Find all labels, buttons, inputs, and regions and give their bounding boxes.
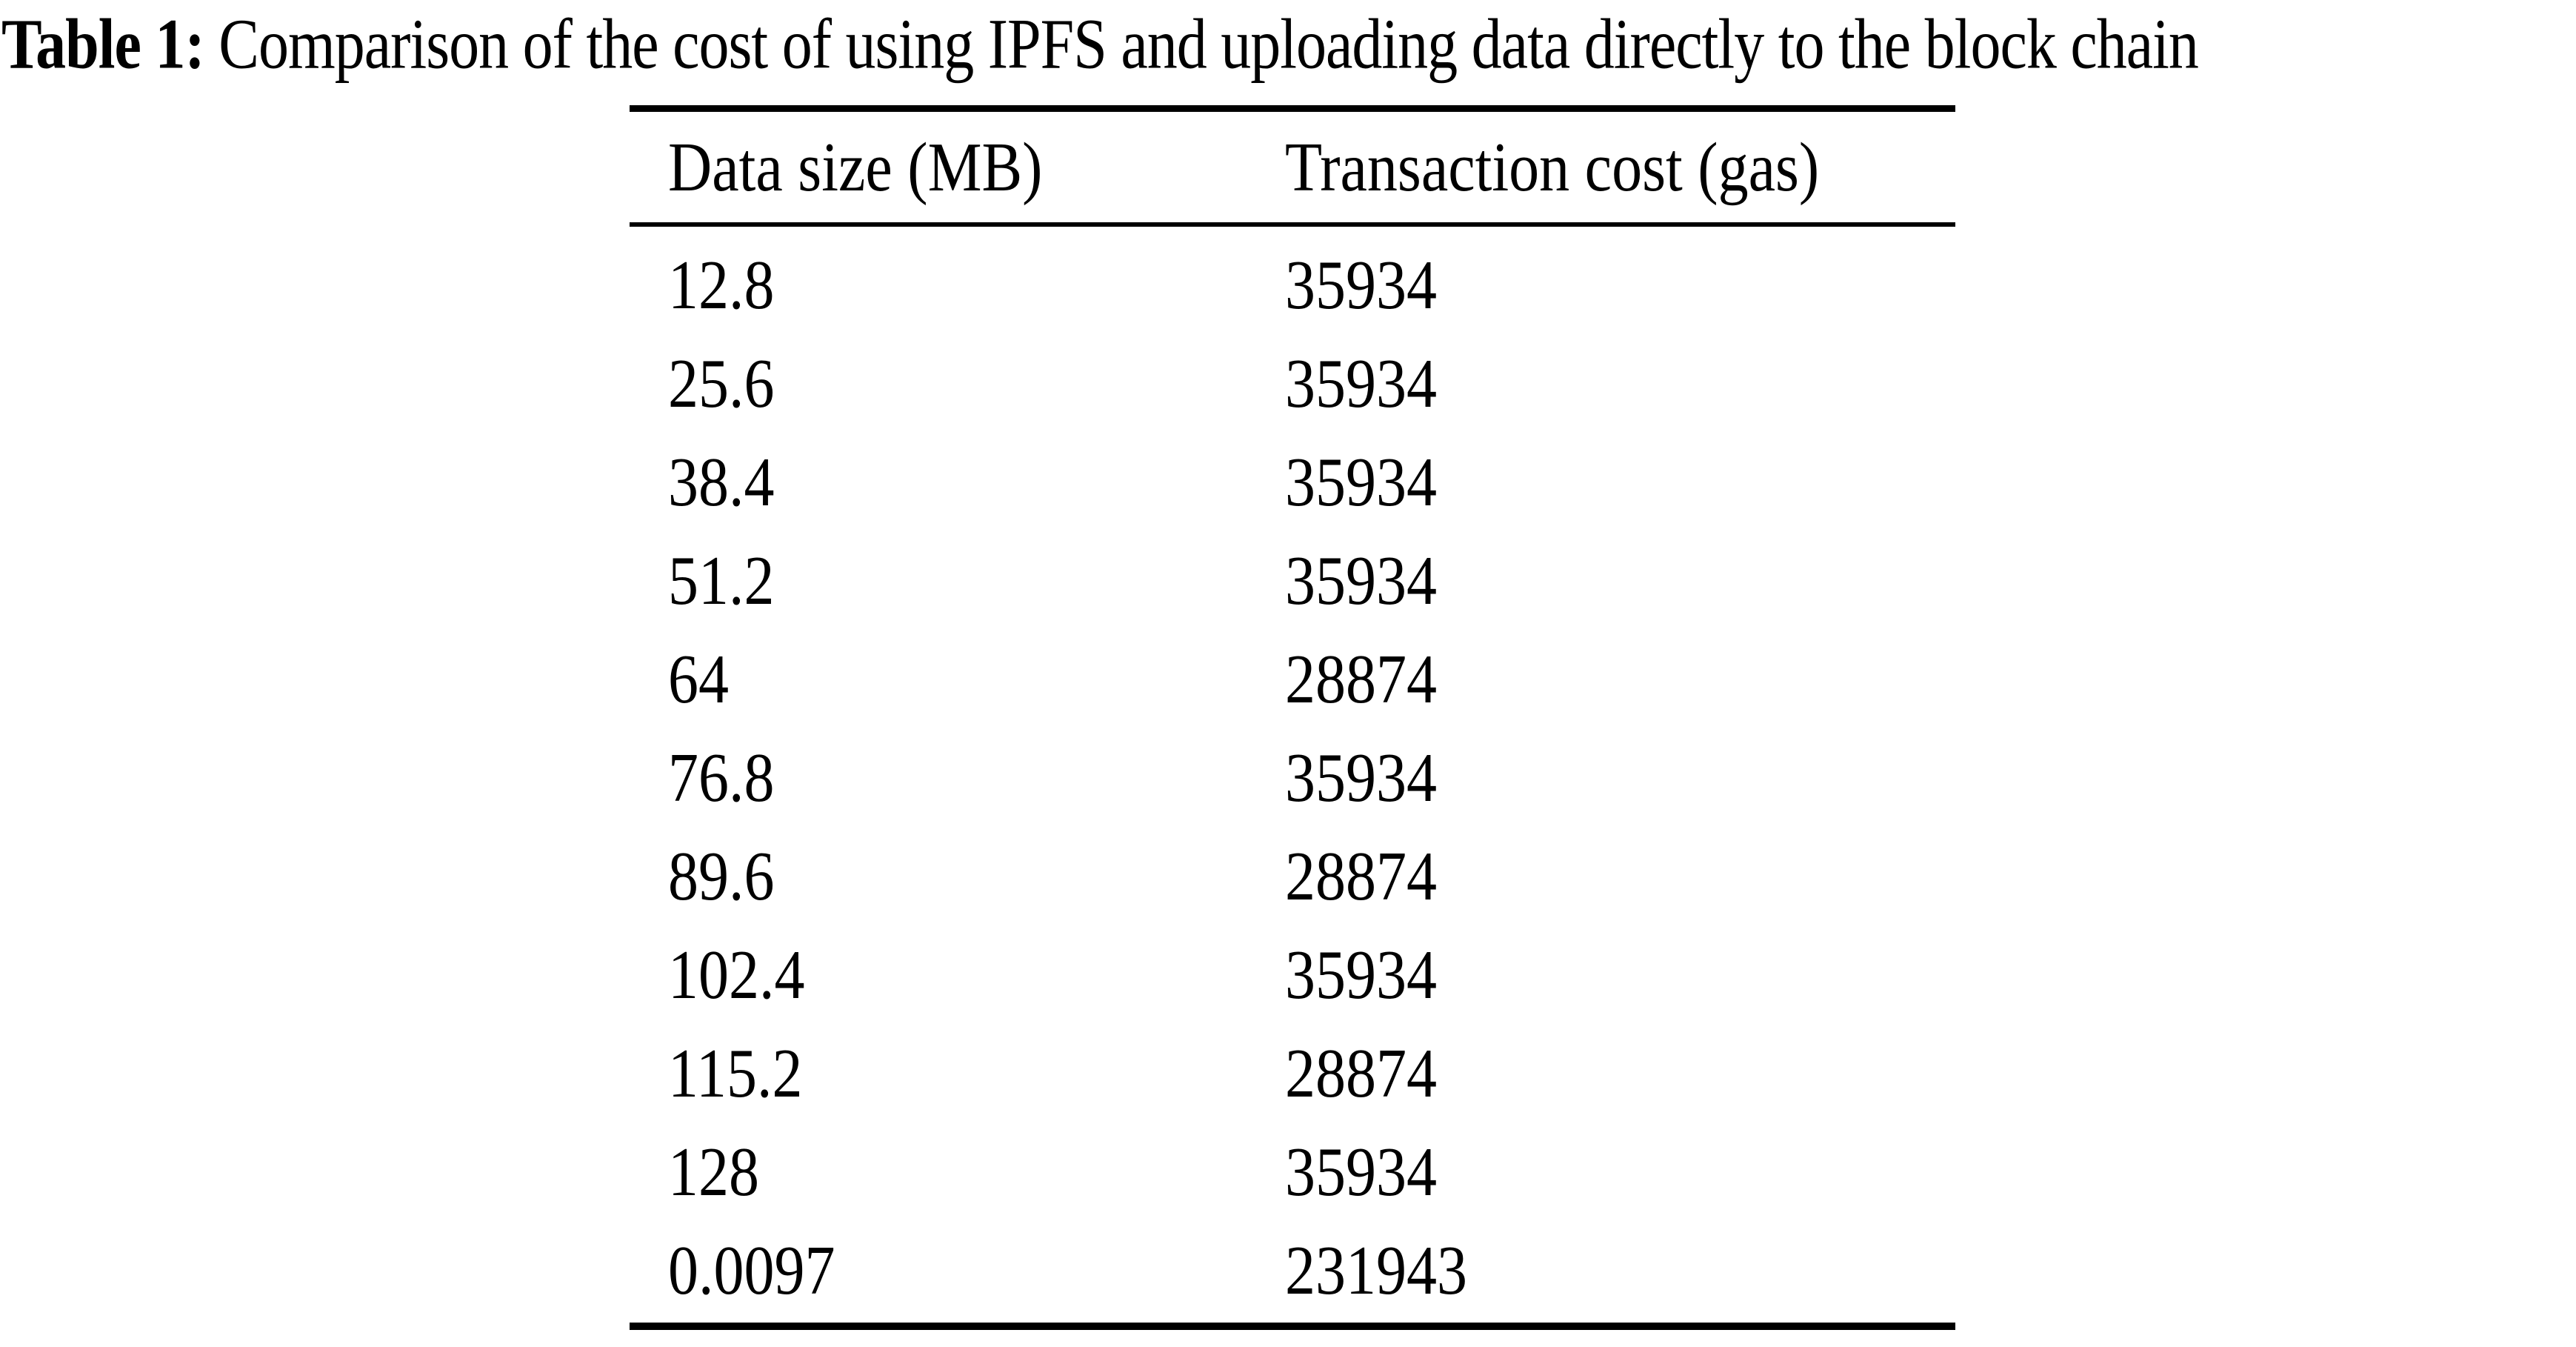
transaction-cost-cell: 28874: [1285, 1034, 1955, 1112]
data-size-cell: 76.8: [630, 739, 1285, 816]
cell-value: 25.6: [668, 344, 775, 422]
cell-value: 28874: [1285, 639, 1437, 718]
cell-value: 35934: [1285, 344, 1437, 422]
cell-value: 35934: [1285, 738, 1437, 816]
data-size-cell: 128: [630, 1133, 1285, 1211]
table-row: 12.8 35934: [630, 236, 1955, 334]
cell-value: 28874: [1285, 837, 1437, 915]
data-size-cell: 115.2: [630, 1034, 1285, 1112]
data-size-cell: 51.2: [630, 542, 1285, 619]
transaction-cost-cell: 35934: [1285, 443, 1955, 521]
data-table: Data size (MB) Transaction cost (gas) 12…: [630, 105, 1955, 1330]
table-row: 115.2 28874: [630, 1024, 1955, 1122]
transaction-cost-cell: 35934: [1285, 345, 1955, 422]
cell-value: 35934: [1285, 1132, 1437, 1211]
cell-value: 115.2: [668, 1034, 803, 1112]
data-size-cell: 89.6: [630, 837, 1285, 915]
transaction-cost-cell: 28874: [1285, 837, 1955, 915]
cell-value: 35934: [1285, 442, 1437, 521]
cell-value: 35934: [1285, 935, 1437, 1014]
transaction-cost-cell: 231943: [1285, 1231, 1955, 1309]
data-size-cell: 0.0097: [630, 1231, 1285, 1309]
transaction-cost-cell: 35934: [1285, 542, 1955, 619]
cell-value: 64: [668, 639, 729, 718]
cell-value: 231943: [1285, 1231, 1467, 1309]
cell-value: 89.6: [668, 837, 775, 915]
column-header-transaction-cost-label: Transaction cost (gas): [1285, 127, 1820, 206]
cell-value: 35934: [1285, 541, 1437, 619]
table-header-rule: [630, 222, 1955, 227]
column-header-transaction-cost: Transaction cost (gas): [1285, 128, 1955, 206]
column-header-data-size-label: Data size (MB): [668, 127, 1043, 206]
cell-value: 0.0097: [668, 1231, 835, 1309]
table-header-row: Data size (MB) Transaction cost (gas): [630, 112, 1955, 222]
table-row: 89.6 28874: [630, 827, 1955, 925]
transaction-cost-cell: 35934: [1285, 1133, 1955, 1211]
cell-value: 38.4: [668, 442, 775, 521]
cell-value: 76.8: [668, 738, 775, 816]
table-row: 25.6 35934: [630, 334, 1955, 433]
table-bottom-rule: [630, 1323, 1955, 1330]
table-row: 64 28874: [630, 630, 1955, 728]
data-size-cell: 64: [630, 640, 1285, 718]
cell-value: 28874: [1285, 1034, 1437, 1112]
table-row: 51.2 35934: [630, 531, 1955, 630]
cell-value: 35934: [1285, 245, 1437, 324]
table-row: 76.8 35934: [630, 728, 1955, 827]
cell-value: 102.4: [668, 935, 805, 1014]
data-size-cell: 38.4: [630, 443, 1285, 521]
transaction-cost-cell: 35934: [1285, 739, 1955, 816]
cell-value: 51.2: [668, 541, 775, 619]
table-row: 38.4 35934: [630, 433, 1955, 531]
table-row: 128 35934: [630, 1122, 1955, 1221]
table-body: 12.8 35934 25.6 35934 38.4 35934 51.2 35…: [630, 227, 1955, 1320]
transaction-cost-cell: 35934: [1285, 246, 1955, 324]
table-caption-text: Comparison of the cost of using IPFS and…: [204, 4, 2199, 84]
table-row: 102.4 35934: [630, 925, 1955, 1024]
table-caption: Table 1: Comparison of the cost of using…: [1, 3, 2199, 85]
cell-value: 128: [668, 1132, 759, 1211]
column-header-data-size: Data size (MB): [630, 128, 1285, 206]
data-size-cell: 102.4: [630, 936, 1285, 1014]
table-caption-label: Table 1:: [1, 4, 205, 84]
table-row: 0.0097 231943: [630, 1221, 1955, 1320]
data-size-cell: 12.8: [630, 246, 1285, 324]
data-size-cell: 25.6: [630, 345, 1285, 422]
transaction-cost-cell: 28874: [1285, 640, 1955, 718]
cell-value: 12.8: [668, 245, 775, 324]
transaction-cost-cell: 35934: [1285, 936, 1955, 1014]
table-top-rule: [630, 105, 1955, 112]
